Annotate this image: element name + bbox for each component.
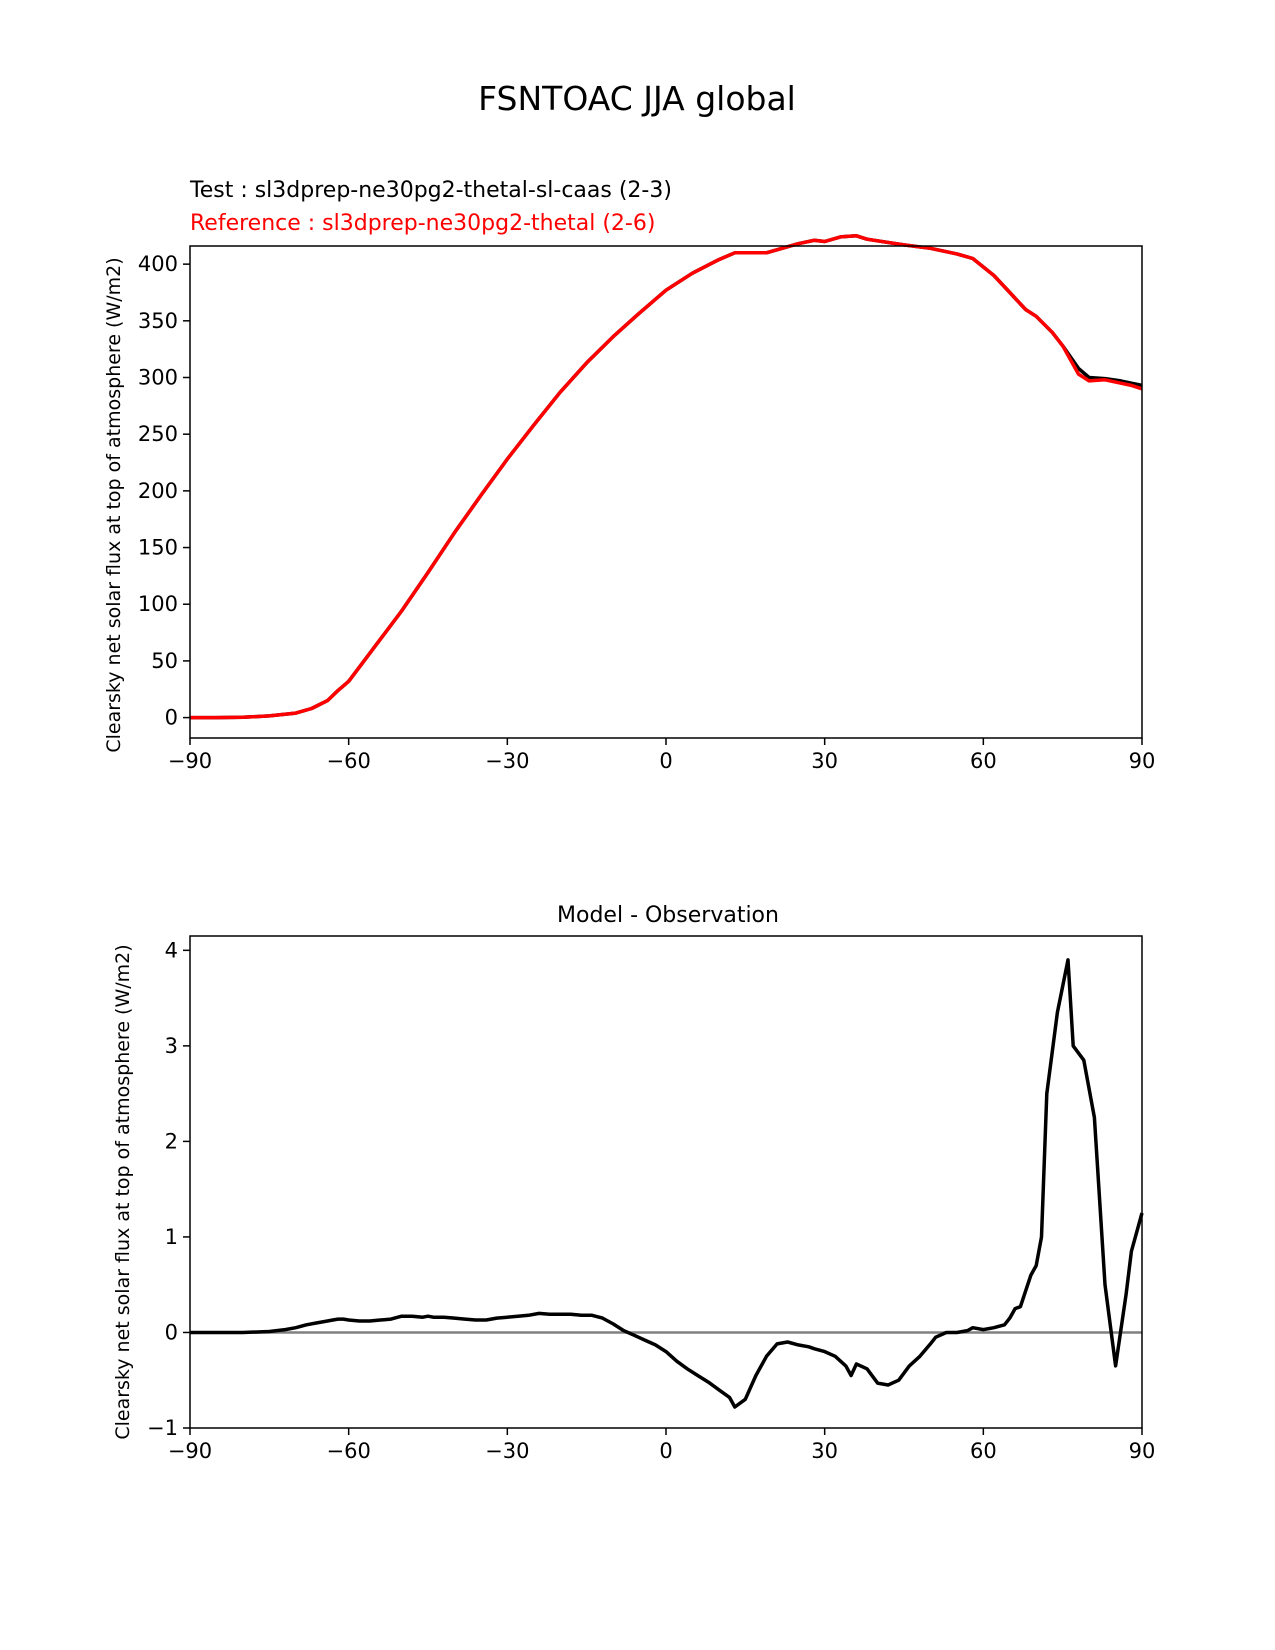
top-y-axis-label: Clearsky net solar flux at top of atmosp… [103, 257, 125, 752]
bottom-y-tick-label: 4 [165, 938, 178, 962]
bottom-y-tick-label: 2 [165, 1129, 178, 1153]
bottom-x-tick-label: −60 [327, 1439, 371, 1463]
bottom-y-tick-label: 3 [165, 1034, 178, 1058]
top-y-tick-label: 0 [165, 706, 178, 730]
top-y-tick-label: 350 [138, 309, 178, 333]
bottom-chart-title: Model - Observation [557, 903, 779, 928]
top-x-tick-label: −60 [327, 749, 371, 773]
top-series-test [190, 234, 1143, 720]
top-y-tick-label: 300 [138, 366, 178, 390]
bottom-chart: Model - Observation Clearsky net solar f… [112, 903, 1155, 1463]
reference-label: Reference : sl3dprep-ne30pg2-thetal (2-6… [190, 211, 655, 236]
top-y-tick-label: 250 [138, 422, 178, 446]
top-x-tick-label: 60 [970, 749, 997, 773]
top-y-tick-label: 400 [138, 252, 178, 276]
top-axes-frame [189, 245, 1143, 739]
top-x-tick-label: 90 [1129, 749, 1156, 773]
figure-title: FSNTOAC JJA global [478, 79, 796, 118]
top-chart: Test : sl3dprep-ne30pg2-thetal-sl-caas (… [103, 178, 1155, 773]
test-label: Test : sl3dprep-ne30pg2-thetal-sl-caas (… [189, 178, 672, 203]
bottom-series-difference [190, 958, 1144, 1409]
top-series-reference [190, 234, 1143, 720]
bottom-y-tick-label: −1 [147, 1416, 178, 1440]
bottom-x-tick-label: 90 [1129, 1439, 1156, 1463]
top-x-tick-label: −30 [485, 749, 529, 773]
bottom-y-axis-label: Clearsky net solar flux at top of atmosp… [112, 944, 134, 1439]
bottom-x-tick-label: 0 [659, 1439, 672, 1463]
bottom-x-tick-label: −90 [168, 1439, 212, 1463]
top-y-tick-label: 100 [138, 592, 178, 616]
bottom-y-tick-label: 0 [165, 1320, 178, 1344]
top-y-tick-label: 150 [138, 536, 178, 560]
top-x-tick-label: −90 [168, 749, 212, 773]
top-y-tick-label: 200 [138, 479, 178, 503]
bottom-x-tick-label: −30 [485, 1439, 529, 1463]
top-x-tick-label: 30 [811, 749, 838, 773]
top-x-tick-label: 0 [659, 749, 672, 773]
bottom-y-tick-label: 1 [165, 1225, 178, 1249]
bottom-x-tick-label: 60 [970, 1439, 997, 1463]
bottom-x-tick-label: 30 [811, 1439, 838, 1463]
top-y-tick-label: 50 [151, 649, 178, 673]
bottom-axes-frame [189, 935, 1143, 1429]
